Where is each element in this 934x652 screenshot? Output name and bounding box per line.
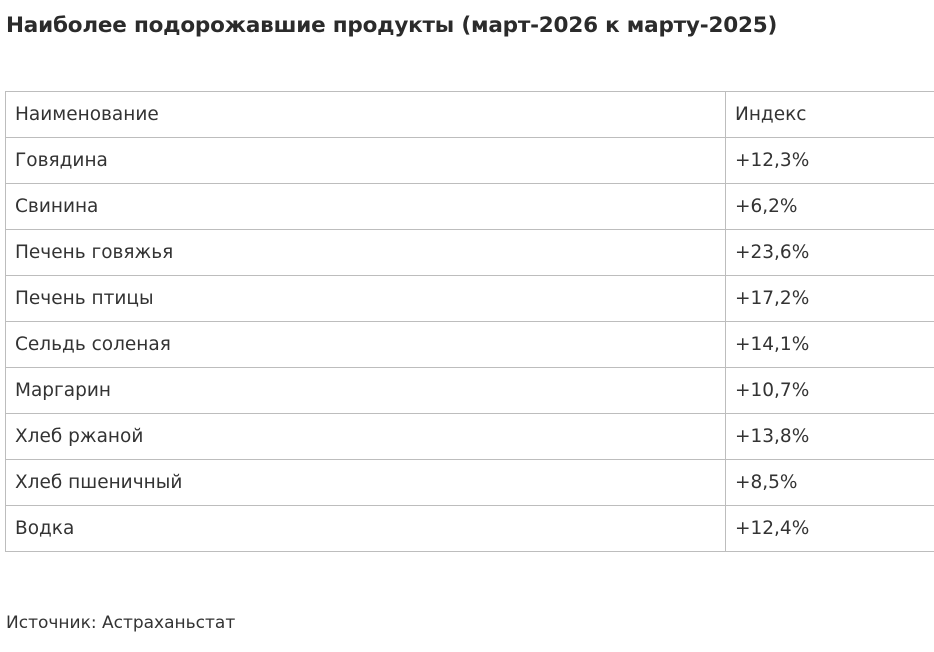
table-row: Хлеб ржаной +13,8%: [5, 413, 934, 460]
product-name-cell: Хлеб пшеничный: [5, 459, 726, 506]
header-index: Индекс: [725, 91, 934, 138]
table-row: Печень говяжья +23,6%: [5, 229, 934, 276]
table-row: Хлеб пшеничный +8,5%: [5, 459, 934, 506]
product-name-cell: Свинина: [5, 183, 726, 230]
index-cell: +12,3%: [725, 137, 934, 184]
index-cell: +12,4%: [725, 505, 934, 552]
index-cell: +10,7%: [725, 367, 934, 414]
header-name: Наименование: [5, 91, 726, 138]
product-name-cell: Сельдь соленая: [5, 321, 726, 368]
index-cell: +8,5%: [725, 459, 934, 506]
index-cell: +13,8%: [725, 413, 934, 460]
index-cell: +17,2%: [725, 275, 934, 322]
product-name-cell: Печень птицы: [5, 275, 726, 322]
table-header-row: Наименование Индекс: [5, 91, 934, 138]
table-row: Говядина +12,3%: [5, 137, 934, 184]
product-name-cell: Печень говяжья: [5, 229, 726, 276]
product-name-cell: Маргарин: [5, 367, 726, 414]
source-note: Источник: Астраханьстат: [6, 613, 236, 633]
price-index-table: Наименование Индекс Говядина +12,3% Свинин…: [5, 91, 934, 552]
page-title: Наиболее подорожавшие продукты (март-202…: [6, 13, 778, 38]
product-name-cell: Хлеб ржаной: [5, 413, 726, 460]
table-row: Сельдь соленая +14,1%: [5, 321, 934, 368]
table-row: Печень птицы +17,2%: [5, 275, 934, 322]
index-cell: +6,2%: [725, 183, 934, 230]
index-cell: +23,6%: [725, 229, 934, 276]
table-row: Водка +12,4%: [5, 505, 934, 552]
table-row: Маргарин +10,7%: [5, 367, 934, 414]
product-name-cell: Говядина: [5, 137, 726, 184]
index-cell: +14,1%: [725, 321, 934, 368]
product-name-cell: Водка: [5, 505, 726, 552]
table-row: Свинина +6,2%: [5, 183, 934, 230]
